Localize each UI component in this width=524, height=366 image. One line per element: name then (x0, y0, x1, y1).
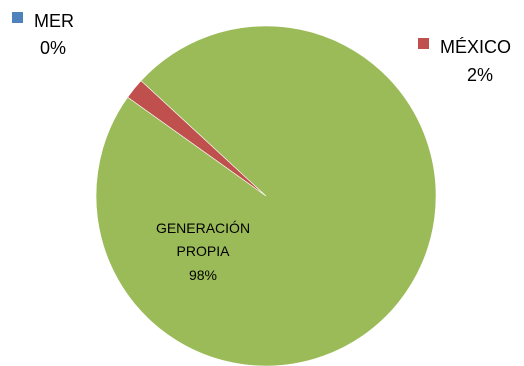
generacion-propia-label-line1: GENERACIÓN (156, 220, 250, 236)
mer-marker (12, 12, 23, 23)
mexico-marker (418, 38, 429, 49)
mer-label: MER (34, 11, 74, 31)
pie-slice-generacion-propia (95, 25, 437, 366)
generacion-propia-percent: 98% (189, 267, 217, 283)
pie-slices (95, 25, 437, 366)
generacion-propia-label-line2: PROPIA (177, 243, 231, 259)
mexico-label: MÉXICO (440, 37, 511, 57)
mexico-percent: 2% (467, 65, 493, 85)
mer-percent: 0% (40, 38, 66, 58)
